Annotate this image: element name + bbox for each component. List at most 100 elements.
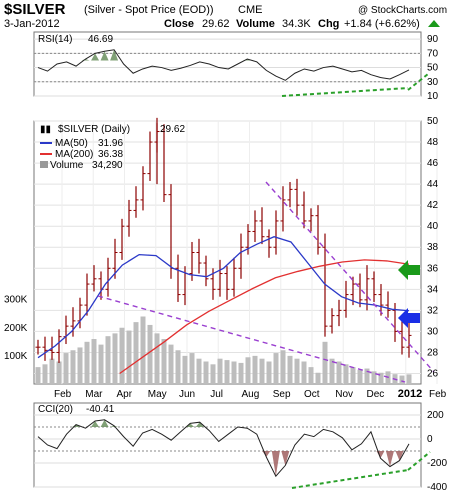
volume-bar — [105, 336, 111, 384]
ma200-legend-label: MA(200) — [55, 149, 93, 160]
volume-bar — [133, 322, 139, 384]
volume-bar — [189, 353, 195, 384]
price-tick-label: 48 — [427, 137, 439, 148]
volume-bar — [63, 353, 69, 384]
volume-tick-label: 100K — [4, 351, 28, 362]
rsi-divergence-extension — [407, 73, 429, 91]
volume-bar — [259, 358, 265, 384]
volume-bar — [315, 372, 321, 384]
volume-bar — [126, 330, 132, 384]
x-tick-label: Sep — [273, 389, 291, 400]
volume-bar — [77, 347, 83, 384]
volume-bar — [252, 355, 258, 384]
rsi-tick-label: 70 — [427, 48, 439, 59]
volume-bar — [196, 358, 202, 384]
volume-bar — [273, 353, 279, 384]
price-tick-label: 42 — [427, 200, 439, 211]
exchange-label: CME — [238, 4, 262, 16]
symbol-title: $SILVER — [4, 1, 66, 18]
volume-bar — [294, 358, 300, 384]
symbol-description: (Silver - Spot Price (EOD)) — [84, 4, 214, 16]
cci-tick-label: 0 — [427, 434, 433, 445]
volume-bar — [112, 333, 118, 384]
volume-bar — [322, 341, 328, 384]
volume-bar — [364, 368, 370, 384]
volume-tick-label: 300K — [4, 295, 28, 306]
volume-bar — [245, 357, 251, 384]
chart-date: 3-Jan-2012 — [4, 18, 60, 30]
rsi-tick-label: 90 — [427, 34, 439, 45]
volume-bar — [231, 361, 237, 384]
rsi-divergence-line — [281, 87, 409, 97]
price-tick-label: 26 — [427, 368, 439, 379]
x-tick-label: Nov — [335, 389, 353, 400]
x-tick-label: Oct — [304, 389, 320, 400]
volume-bar — [56, 361, 62, 384]
volume-bar — [350, 367, 356, 384]
price-tick-label: 50 — [427, 116, 439, 127]
x-tick-label: Feb — [429, 389, 447, 400]
rsi-value: 46.69 — [88, 34, 113, 45]
close-value: 29.62 — [202, 18, 230, 30]
volume-bar — [182, 355, 188, 384]
price-legend-value: 29.62 — [160, 124, 185, 135]
volume-bar — [224, 360, 230, 384]
close-label: Close — [164, 18, 194, 30]
volume-bar — [84, 341, 90, 384]
volume-bar — [217, 358, 223, 384]
x-tick-label: Feb — [54, 389, 72, 400]
volume-bar — [343, 364, 349, 384]
cci-divergence-line — [291, 469, 409, 489]
rsi-tick-label: 10 — [427, 91, 439, 102]
chart-header: $SILVER (Silver - Spot Price (EOD)) CME … — [4, 1, 447, 30]
volume-bar — [175, 350, 181, 384]
ma200-line — [119, 259, 410, 375]
volume-bar — [378, 372, 384, 384]
x-tick-label: Aug — [242, 389, 260, 400]
x-tick-label: Jun — [179, 389, 195, 400]
chg-label: Chg — [318, 18, 339, 30]
x-tick-label: Jul — [210, 389, 223, 400]
ma50-legend-value: 31.96 — [98, 138, 123, 149]
volume-bar — [203, 361, 209, 384]
price-tick-label: 40 — [427, 221, 439, 232]
volume-bar — [140, 316, 146, 384]
price-tick-label: 36 — [427, 263, 439, 274]
x-tick-label: May — [148, 389, 167, 400]
ma50-line — [37, 236, 410, 359]
rsi-line — [37, 49, 410, 81]
price-tick-label: 44 — [427, 179, 439, 190]
volume-bar — [336, 361, 342, 384]
volume-bar — [70, 350, 76, 384]
price-legend: ▮▮ $SILVER (Daily) 29.62 MA(50) 31.96 MA… — [40, 124, 185, 171]
price-frame — [33, 120, 422, 385]
volume-bar — [119, 327, 125, 384]
volume-bar — [238, 362, 244, 384]
ma50-legend-label: MA(50) — [55, 138, 88, 149]
volume-bar — [161, 339, 167, 384]
volume-bar — [308, 367, 314, 384]
volume-bar — [371, 371, 377, 384]
cci-line — [37, 419, 410, 478]
upper-trendline — [265, 181, 435, 373]
x-tick-label: Mar — [85, 389, 103, 400]
cci-tick-label: -200 — [427, 458, 447, 469]
cci-label: CCI(20) — [38, 404, 73, 415]
volume-bar — [287, 355, 293, 384]
x-tick-label: 2012 — [398, 388, 422, 400]
cci-frame — [33, 402, 422, 488]
volume-label: Volume — [236, 18, 275, 30]
price-tick-label: 46 — [427, 158, 439, 169]
cci-divergence-extension — [407, 451, 431, 471]
cci-tick-label: 200 — [427, 410, 444, 421]
volume-bar — [280, 350, 286, 384]
price-tick-label: 38 — [427, 242, 439, 253]
cci-tick-label: -400 — [427, 482, 447, 493]
volume-bar — [49, 358, 55, 384]
cci-high-fill — [72, 419, 204, 427]
price-tick-label: 30 — [427, 326, 439, 337]
volume-value: 34.3K — [282, 18, 311, 30]
ma200-legend-value: 36.38 — [98, 149, 123, 160]
price-tick-label: 32 — [427, 305, 439, 316]
volume-bar — [35, 367, 41, 384]
